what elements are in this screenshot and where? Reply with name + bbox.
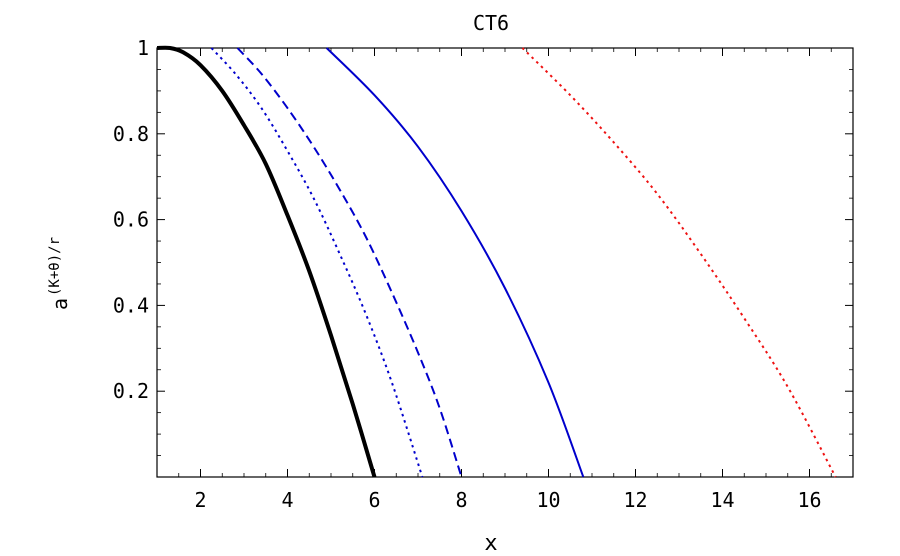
y-tick-label: 1	[137, 36, 149, 60]
x-axis-minor-ticks	[156, 48, 854, 477]
y-axis-ticks: 0.2 0.4 0.6 0.8 1	[113, 36, 853, 403]
x-tick-label: 8	[455, 488, 467, 512]
x-axis-label: x	[484, 531, 497, 556]
y-axis-label-exponent: (K+θ)/r	[47, 237, 63, 296]
y-axis-label-base: a	[48, 298, 72, 310]
x-tick-label: 6	[368, 488, 380, 512]
x-tick-label: 14	[710, 488, 734, 512]
x-axis-ticks: 2 4 6 8 10 12 14 16	[194, 48, 822, 512]
y-axis-label: a (K+θ)/r	[47, 237, 72, 310]
series-line-1	[156, 45, 377, 478]
series-lines	[156, 45, 837, 478]
series-line-3	[236, 47, 463, 478]
y-tick-label: 0.2	[113, 379, 149, 403]
x-tick-label: 4	[281, 488, 293, 512]
plot-frame	[156, 47, 854, 478]
series-line-4	[325, 47, 585, 478]
chart-title: CT6	[473, 11, 509, 35]
x-tick-label: 10	[536, 488, 560, 512]
y-tick-label: 0.8	[113, 122, 149, 146]
series-line-5	[521, 47, 837, 478]
x-tick-label: 2	[194, 488, 206, 512]
y-tick-label: 0.6	[113, 208, 149, 232]
x-tick-label: 16	[797, 488, 821, 512]
y-axis-minor-ticks	[157, 69, 853, 456]
series-line-2	[210, 47, 424, 478]
x-tick-label: 12	[623, 488, 647, 512]
y-tick-label: 0.4	[113, 293, 149, 317]
